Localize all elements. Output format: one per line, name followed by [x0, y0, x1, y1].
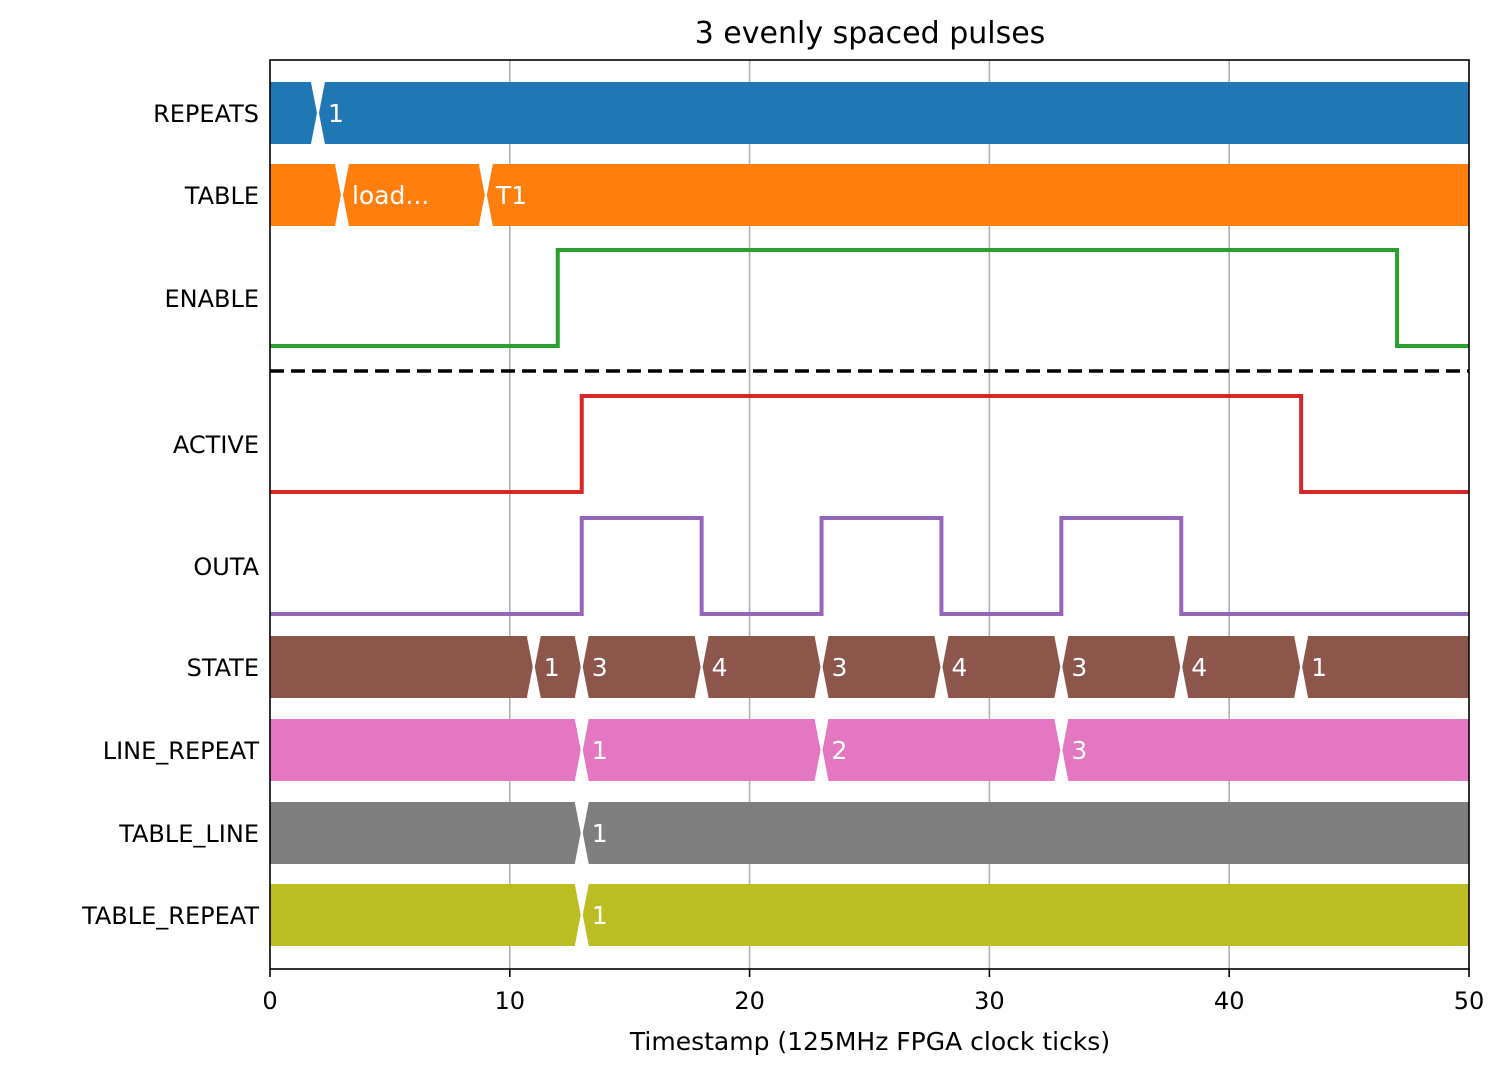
- x-axis-label: Timestamp (125MHz FPGA clock ticks): [629, 1027, 1110, 1056]
- active-waveform: [270, 394, 1469, 494]
- x-tick-label-50: 50: [1454, 987, 1485, 1015]
- signal-label-repeats: REPEATS: [153, 100, 259, 128]
- state-segment-2: [582, 636, 701, 698]
- table-segment-0: [270, 164, 341, 226]
- repeats-segment-0: [270, 82, 317, 144]
- line-repeat-segment-label-1: 1: [592, 736, 608, 765]
- repeats-segment-label-1: 1: [328, 99, 344, 128]
- outa-waveform: [270, 516, 1469, 616]
- signal-rows: 1 load... T1 1 3 4 3 4 3 4 1 1 2 3 1 1: [270, 82, 1470, 946]
- table-repeat-segment-1: [582, 884, 1469, 946]
- x-tick-label-20: 20: [734, 987, 765, 1015]
- signal-label-table-line: TABLE_LINE: [118, 820, 259, 848]
- state-segment-3: [702, 636, 821, 698]
- table-line-segment-0: [270, 802, 581, 864]
- state-segment-8: [1302, 636, 1469, 698]
- x-tick-label-0: 0: [262, 987, 277, 1015]
- state-segment-label-7: 4: [1191, 653, 1207, 682]
- plot-frame: [269, 59, 1470, 970]
- table-segment-label-1: load...: [352, 181, 429, 210]
- table-segment-1: [342, 164, 485, 226]
- signal-label-state: STATE: [187, 654, 259, 682]
- table-segment-2: [486, 164, 1469, 226]
- x-tick-label-10: 10: [495, 987, 526, 1015]
- state-segment-4: [822, 636, 941, 698]
- state-segment-5: [942, 636, 1061, 698]
- signal-label-enable: ENABLE: [164, 285, 259, 313]
- state-segment-label-4: 3: [832, 653, 848, 682]
- table-line-segment-1: [582, 802, 1469, 864]
- line-repeat-segment-label-3: 3: [1071, 736, 1087, 765]
- state-segment-label-3: 4: [712, 653, 728, 682]
- enable-waveform: [270, 248, 1469, 348]
- table-repeat-segment-0: [270, 884, 581, 946]
- signal-label-table: TABLE: [184, 182, 259, 210]
- state-segment-label-2: 3: [592, 653, 608, 682]
- x-tick-label-40: 40: [1214, 987, 1245, 1015]
- signal-label-table-repeat: TABLE_REPEAT: [81, 902, 259, 930]
- x-tick-label-30: 30: [974, 987, 1005, 1015]
- line-repeat-segment-3: [1062, 719, 1469, 781]
- state-segment-label-6: 3: [1071, 653, 1087, 682]
- line-repeat-segment-1: [582, 719, 821, 781]
- repeats-segment-1: [318, 82, 1470, 144]
- table-line-segment-label-1: 1: [592, 819, 608, 848]
- state-segment-label-8: 1: [1311, 653, 1327, 682]
- signal-label-active: ACTIVE: [173, 431, 259, 459]
- signal-labels: REPEATS TABLE ENABLE ACTIVE OUTA STATE LINE_RE…: [81, 100, 259, 930]
- table-segment-label-2: T1: [495, 181, 527, 210]
- state-segment-label-1: 1: [544, 653, 560, 682]
- state-segment-1: [534, 636, 581, 698]
- signal-label-line-repeat: LINE_REPEAT: [103, 737, 260, 765]
- x-axis-ticks: 0 10 20 30 40 50: [262, 969, 1484, 1015]
- state-segment-label-5: 4: [951, 653, 967, 682]
- state-segment-0: [270, 636, 533, 698]
- line-repeat-segment-2: [822, 719, 1061, 781]
- state-segment-6: [1062, 636, 1181, 698]
- state-segment-7: [1182, 636, 1301, 698]
- table-repeat-segment-label-1: 1: [592, 901, 608, 930]
- chart-title: 3 evenly spaced pulses: [695, 16, 1046, 51]
- line-repeat-segment-0: [270, 719, 581, 781]
- signal-label-outa: OUTA: [193, 553, 259, 581]
- line-repeat-segment-label-2: 2: [832, 736, 848, 765]
